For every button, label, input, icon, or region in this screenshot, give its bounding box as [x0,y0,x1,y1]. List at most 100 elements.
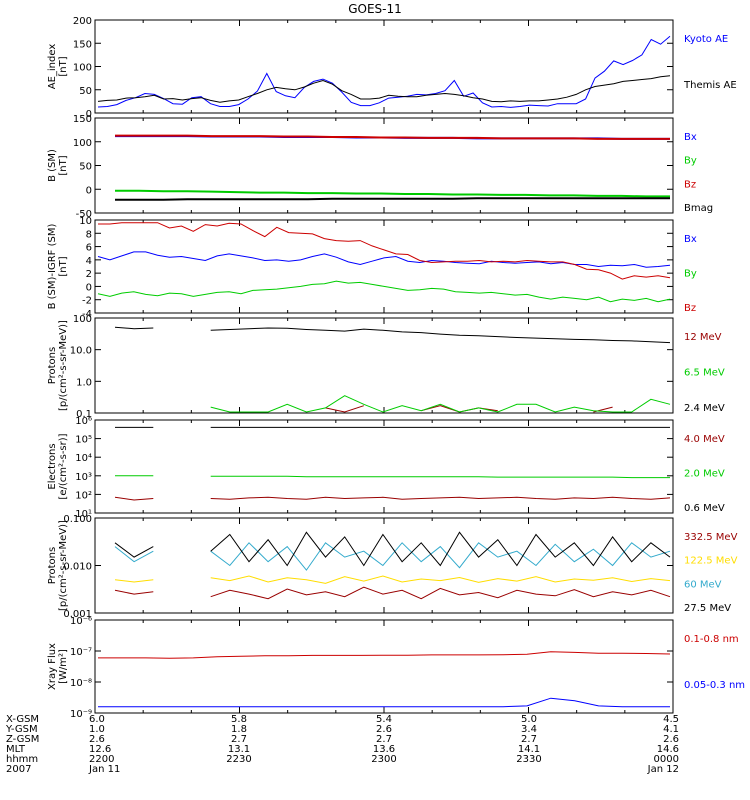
y-tick-label: 6 [86,243,92,254]
footer-cell: 0000 [654,754,679,765]
legend-label: Themis AE [683,80,737,91]
legend-label: 60 MeV [684,579,722,590]
y-tick-label: 10⁻⁸ [70,678,92,689]
legend-label: 2.0 MeV [684,469,725,480]
legend-label: Bmag [684,203,713,214]
y-axis-label: B (SM) [47,149,58,182]
footer-cell: Jan 12 [647,764,679,775]
y-axis-label: [e/(cm²-s-sr)] [58,433,69,499]
y-tick-label: 0 [86,185,92,196]
legend-label: 0.05-0.3 nm [684,680,745,691]
footer-row-label: Y-GSM [5,724,38,735]
series-line-bmag [115,197,670,201]
footer-cell: 14.1 [518,744,540,755]
series-line-12-mev [326,406,671,412]
series-line-2-4-mev [114,326,671,344]
series-line-0-1-0-8-nm [98,651,671,659]
y-tick-label: 10⁴ [75,453,92,464]
legend-label: Bz [684,303,696,314]
y-tick-label: 0.010 [63,562,92,573]
series-line-by [97,280,671,303]
y-tick-label: 50 [79,162,92,173]
footer-cell: 14.6 [657,744,679,755]
legend-label: By [684,156,697,167]
series-line-27-5-mev [114,531,671,567]
footer-cell: 13.1 [228,744,250,755]
y-tick-label: 10.0 [70,346,92,357]
footer-cell: 2.6 [663,734,679,745]
footer-cell: 2.6 [376,724,392,735]
y-axis-label: AE_index [47,44,58,90]
footer-cell: 5.4 [376,714,392,725]
series-line-by [115,189,670,198]
footer-table: X-GSM 6.0 5.8 5.4 5.0 4.5 Y-GSM 1.0 1.8 2.6 3.4 4.1… [5,714,679,775]
y-axis-label: Protons [47,347,58,384]
footer-cell: 5.0 [521,714,537,725]
y-tick-label: 0.100 [63,514,92,525]
footer-cell: 2.7 [231,734,247,745]
panel-frame [94,219,674,314]
panel-frame [94,317,674,414]
panel-2: -50 0 50 100 150 B (SM) [nT] Bx By Bz Bmag [47,114,713,220]
y-tick-label: 10⁻⁹ [70,709,92,720]
y-tick-label: -4 [82,309,92,320]
legend-label: 0.1-0.8 nm [684,634,739,645]
y-tick-label: 10⁻⁶ [70,616,92,627]
series-line-themis-ae [97,75,671,103]
y-axis-label: Electrons [47,443,58,489]
footer-cell: 4.1 [663,724,679,735]
series-line-2-0-mev [115,475,670,479]
footer-cell: 2.6 [89,734,105,745]
legend-label: 6.5 MeV [684,368,725,379]
y-tick-label: 150 [73,114,92,125]
y-tick-label: 0.001 [63,609,92,620]
series-line-60-mev [114,542,671,571]
panel-3: -4 -2 0 2 4 6 8 10 B (SM)-IGRF (SM) [nT] Bx By Bz [47,216,697,320]
footer-cell: 2.7 [521,734,537,745]
y-tick-label: 50 [79,86,92,97]
footer-cell: 1.8 [231,724,247,735]
series-line-4-0-mev [114,496,671,501]
y-tick-label: 2 [86,269,92,280]
footer-cell: 5.8 [231,714,247,725]
footer-cell: 12.6 [89,744,111,755]
y-tick-label: 150 [73,39,92,50]
footer-row-label: MLT [6,744,26,755]
y-tick-label: 100 [73,138,92,149]
y-tick-label: 100 [73,63,92,74]
y-tick-label: 0 [86,282,92,293]
panel-5: 10¹ 10² 10³ 10⁴ 10⁵ 10⁶ Electrons [e/(cm²-s-sr)… [47,416,725,520]
footer-cell: 2200 [89,754,114,765]
y-axis-label: [W/m²] [58,649,69,684]
footer-cell: 4.5 [663,714,679,725]
y-axis-label: [nT] [58,256,69,276]
y-axis-label: [nT] [58,155,69,175]
y-tick-label: 8 [86,229,92,240]
legend-label: 4.0 MeV [684,434,725,445]
legend-label: Bx [684,132,697,143]
y-tick-label: 10 [79,216,92,227]
series-line-bz [98,222,671,280]
footer-cell: 2330 [516,754,541,765]
panel-frame [94,619,674,714]
series-line-332-5-mev [114,586,671,600]
y-axis-label: Xray Flux [47,643,58,690]
y-tick-label: 0 [86,109,92,120]
y-axis-label: [p/(cm²-s-sr-MeV)] [58,320,69,411]
panel-7: 10⁻⁹ 10⁻⁸ 10⁻⁷ 10⁻⁶ Xray Flux [W/m²] 0.1-0.8 n… [47,616,745,720]
y-axis-label: [nT] [58,56,69,76]
y-tick-label: -2 [82,296,92,307]
panel-frame [94,419,674,514]
legend-label: 122.5 MeV [684,556,738,567]
y-tick-label: 10¹ [75,509,92,520]
y-tick-label: 100 [73,314,92,325]
footer-row-label: X-GSM [6,714,39,725]
legend-label: 0.6 MeV [684,503,725,514]
legend-label: By [684,269,697,280]
footer-cell: 6.0 [89,714,105,725]
y-axis-label: Protons [47,547,58,584]
legend-label: Bx [684,234,697,245]
footer-cell: 1.0 [89,724,105,735]
y-tick-label: 4 [86,256,92,267]
